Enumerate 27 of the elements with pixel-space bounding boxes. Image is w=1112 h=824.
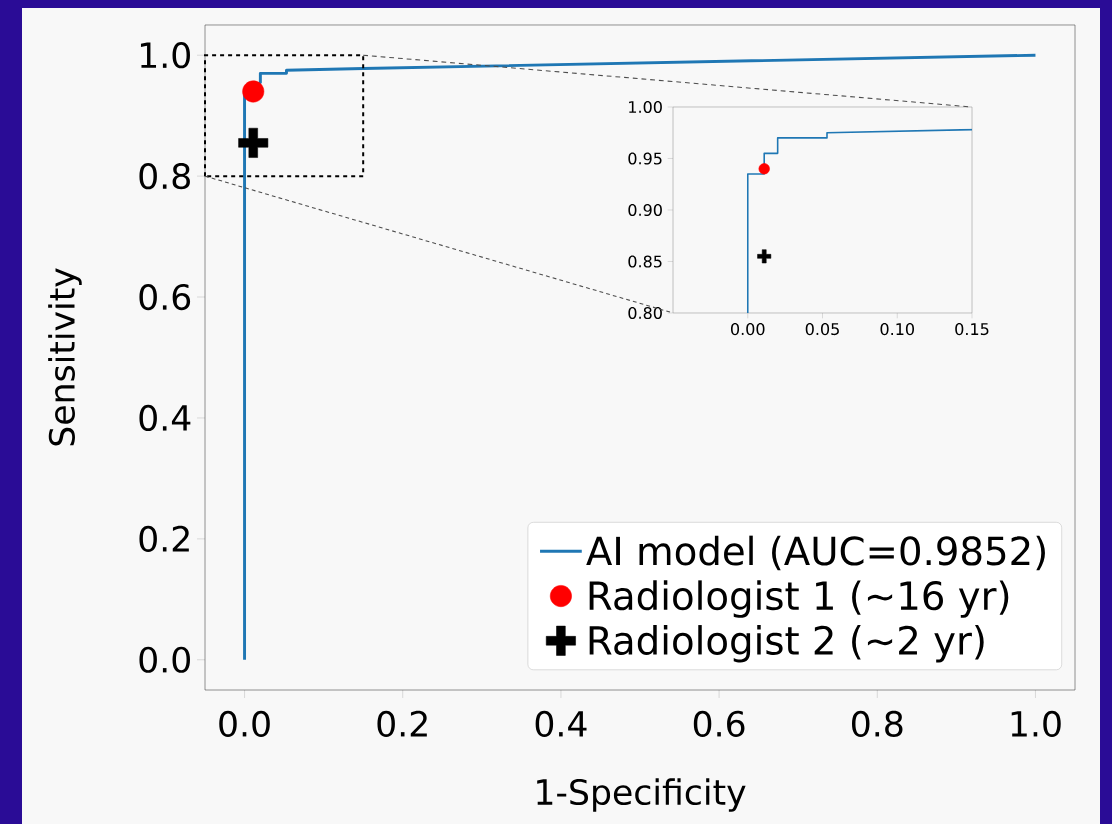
y-tick-label: 1.0 [140,42,190,69]
x-axis-title: 1-Specificity [537,778,746,812]
x-tick-label: 0.0 [219,710,270,737]
x-tick-label: 0.15 [955,323,989,336]
y-axis-title: Sensitivity [48,268,82,446]
y-tick-label: 0.80 [628,306,662,320]
x-tick-label: 0.6 [693,710,745,737]
x-tick-label: 0.2 [377,710,427,737]
legend-label: Radiologist 2 (~2 yr) [589,625,984,663]
legend-label: Radiologist 1 (~16 yr) [589,580,1009,618]
y-tick-label: 1.00 [629,100,662,114]
y-tick-label: 0.90 [628,203,662,217]
y-tick-label: 0.95 [628,152,662,165]
line-series [746,128,973,313]
y-tick-label: 0.4 [139,404,191,432]
y-tick-label: 0.8 [139,163,190,190]
x-tick-label: 0.8 [852,710,903,737]
x-tick-label: 0.4 [535,710,587,737]
x-tick-label: 0.00 [730,323,765,336]
y-tick-label: 0.2 [139,525,189,552]
x-tick-label: 0.10 [880,323,915,336]
legend-label: AI model (AUC=0.9852) [586,535,1045,571]
x-tick-label: 0.05 [805,323,839,336]
y-tick-label: 0.6 [139,283,191,311]
y-tick-label: 0.0 [139,646,190,673]
y-tick-label: 0.85 [628,255,662,268]
x-tick-label: 1.0 [1011,710,1061,737]
